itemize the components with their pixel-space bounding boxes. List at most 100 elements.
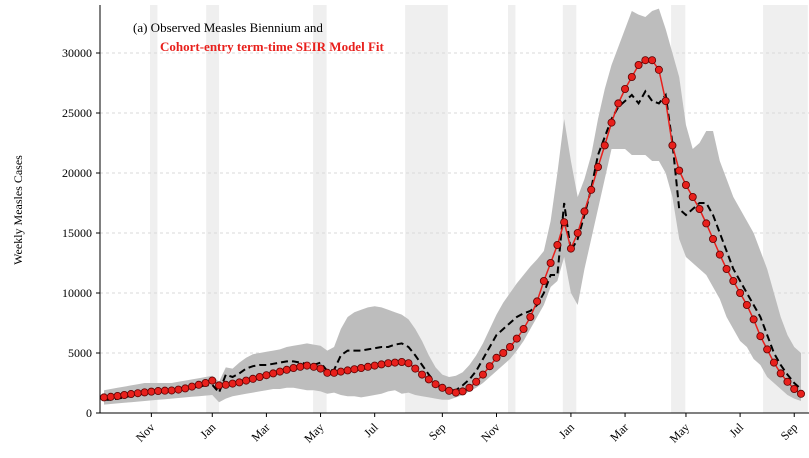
model-point [566,244,575,253]
x-tick-label: Mar [248,420,272,444]
y-axis-label: Weekly Measles Cases [11,155,25,265]
model-point [702,219,711,228]
model-point [357,363,366,372]
mean-line [104,89,802,401]
model-point [756,332,765,341]
y-tick-label: 15000 [62,226,92,240]
model-point [580,207,589,216]
model-point [722,264,731,273]
model-point [648,56,657,65]
y-tick-label: 0 [86,406,92,420]
model-point [675,166,684,175]
x-tick-label: Mar [607,420,631,444]
model-point [289,363,298,372]
model-point [607,118,616,127]
plot [100,8,806,405]
model-point [316,364,325,373]
model-point [790,384,799,393]
model-point [221,380,230,389]
y-tick-label: 20000 [62,166,92,180]
model-point [255,372,264,381]
x-tick-label: Sep [778,420,801,443]
model-point [512,334,521,343]
x-tick-label: Sep [426,420,449,443]
model-point [187,382,196,391]
model-point [681,180,690,189]
model-point [560,218,569,227]
model-point [363,362,372,371]
model-point [668,141,677,150]
model-point [621,85,630,94]
x-tick-label: Jan [556,420,577,441]
model-point [519,324,528,333]
holiday-band [507,5,516,413]
model-point [181,384,190,393]
model-point [411,364,420,373]
x-tick-label: Nov [133,420,158,445]
model-point [458,387,467,396]
model-point [709,234,718,243]
model-point [309,362,318,371]
model-point [553,240,562,249]
model-point [688,192,697,201]
model-point [330,368,339,377]
model-point [215,381,224,390]
model-point [506,342,515,351]
model-point [742,300,751,309]
model-point [235,378,244,387]
y-tick-label: 25000 [62,106,92,120]
model-point [783,377,792,386]
model-point [194,380,203,389]
model-point [499,348,508,357]
model-point [370,361,379,370]
holiday-band [206,5,220,413]
model-point [397,357,406,366]
model-point [600,141,609,150]
model-point [478,370,487,379]
model-point [201,378,210,387]
model-point [661,97,670,106]
y-tick-label: 10000 [62,286,92,300]
model-point [377,360,386,369]
model-point [526,312,535,321]
x-tick-label: May [667,420,692,445]
confidence-band [104,8,801,405]
model-point [776,369,785,378]
model-point [587,185,596,194]
x-tick-label: Jul [361,420,381,440]
model-point [431,380,440,389]
chart-subtitle: Cohort-entry term-time SEIR Model Fit [160,39,384,54]
model-point [160,386,169,395]
model-point [641,56,650,65]
model-point [438,383,447,392]
x-tick-label: Jul [726,420,746,440]
model-point [614,99,623,108]
model-point [336,367,345,376]
x-tick-label: Jan [197,420,218,441]
model-point [404,359,413,368]
model-point [451,388,460,397]
x-tick-label: May [301,420,326,445]
model-point [100,393,109,402]
model-point [140,388,149,397]
model-point [120,390,129,399]
model-point [242,376,251,385]
model-point [539,276,548,285]
model-point [736,288,745,297]
model-point [269,369,278,378]
holiday-band [313,5,327,413]
model-point [715,250,724,259]
model-point [546,258,555,267]
model-point [573,228,582,237]
model-point [533,297,542,306]
model-point [485,362,494,371]
model-point [350,365,359,374]
model-point [695,204,704,213]
model-point [634,61,643,70]
model-point [228,379,237,388]
model-point [343,366,352,375]
model-point [749,315,758,324]
model-point [418,370,427,379]
model-point [769,358,778,367]
